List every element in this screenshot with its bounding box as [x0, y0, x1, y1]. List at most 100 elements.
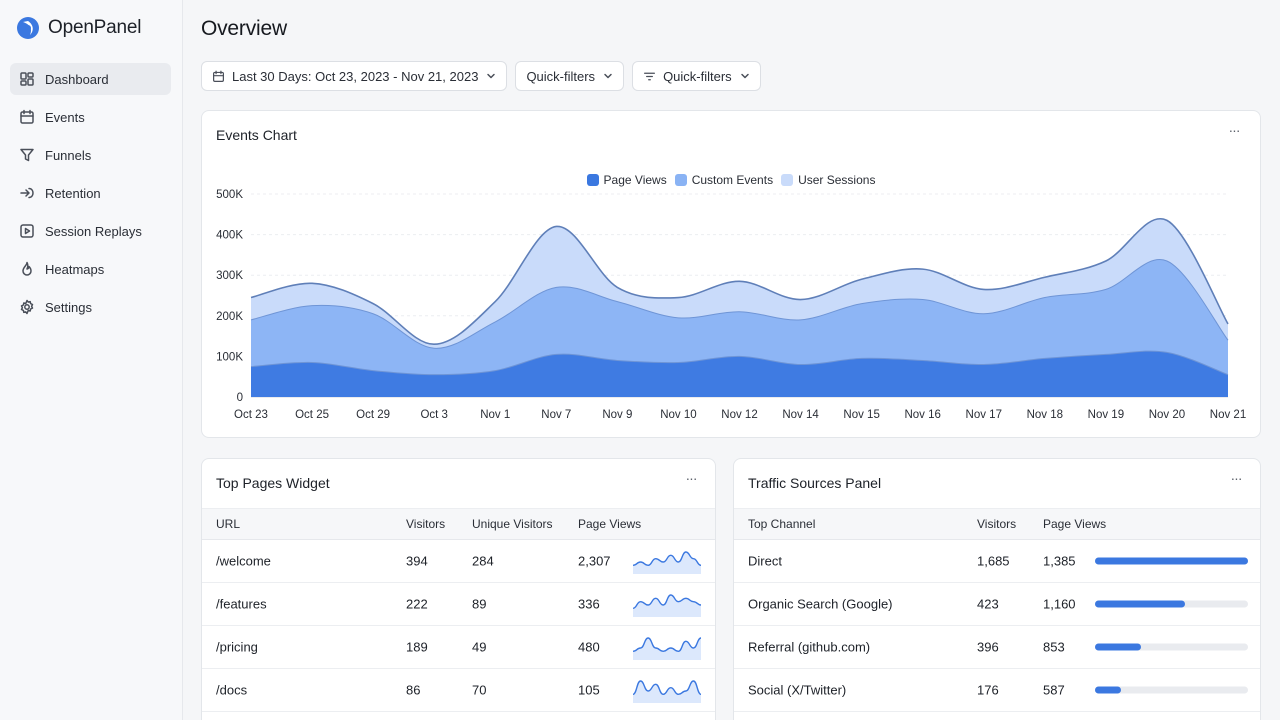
- more-options-icon[interactable]: ···: [685, 470, 698, 486]
- table-row[interactable]: Referral (github.com) 396 853: [734, 626, 1260, 669]
- more-options-icon[interactable]: ···: [1228, 122, 1241, 138]
- sparkline-line: [633, 551, 701, 567]
- page-url[interactable]: /docs: [216, 682, 248, 698]
- table-row[interactable]: Direct 1,685 1,385: [734, 540, 1260, 583]
- quick-filters-label: Quick-filters: [663, 68, 732, 84]
- column-header-url[interactable]: URL: [216, 517, 241, 531]
- sidebar-item-session-replays[interactable]: Session Replays: [10, 215, 171, 247]
- more-options-icon[interactable]: ···: [1230, 470, 1243, 486]
- share-bar: [1095, 643, 1248, 651]
- table-row[interactable]: Organic Search (Google) 423 1,160: [734, 583, 1260, 626]
- x-tick-label: Nov 7: [541, 409, 571, 421]
- table-row[interactable]: /features 222 89 336: [202, 583, 715, 626]
- legend-swatch: [674, 174, 687, 186]
- column-header-unique-visitors[interactable]: Unique Visitors: [472, 517, 553, 531]
- top-pages-title: Top Pages Widget: [216, 475, 330, 491]
- sidebar-item-dashboard[interactable]: Dashboard: [10, 63, 171, 95]
- quick-filters-filter-button[interactable]: Quick-filters: [632, 61, 761, 91]
- table-header: Top Channel Visitors Page Views: [734, 508, 1260, 540]
- sidebar-item-label: Settings: [45, 299, 92, 315]
- trend-sparkline: [633, 551, 701, 574]
- legend-item-user-sessions[interactable]: User Sessions: [781, 173, 875, 187]
- sidebar-item-label: Funnels: [45, 147, 92, 163]
- column-header-page-views[interactable]: Page Views: [578, 517, 642, 531]
- chevron-down-icon: [487, 73, 496, 79]
- app-name: OpenPanel: [48, 17, 142, 38]
- filter-bar: Last 30 Days: Oct 23, 2023 - Nov 21, 202…: [201, 61, 761, 91]
- legend-swatch: [781, 174, 794, 186]
- page-url[interactable]: /welcome: [216, 553, 271, 569]
- chevron-down-icon: [740, 73, 749, 79]
- legend-label: User Sessions: [798, 173, 876, 187]
- brand[interactable]: OpenPanel: [0, 0, 182, 56]
- visitors-value: 396: [977, 639, 999, 655]
- trend-sparkline: [633, 594, 701, 617]
- traffic-sources-title: Traffic Sources Panel: [748, 475, 882, 491]
- table-row[interactable]: /pricing 189 49 480: [202, 626, 715, 669]
- unique-visitors-value: 89: [472, 596, 487, 612]
- x-tick-label: Nov 12: [721, 409, 757, 421]
- column-header-page-views[interactable]: Page Views: [1043, 517, 1107, 531]
- page-url[interactable]: /features: [216, 596, 267, 612]
- share-bar: [1095, 686, 1248, 694]
- legend-item-page-views[interactable]: Page Views: [586, 173, 667, 187]
- channel-name: Direct: [748, 553, 782, 569]
- unique-visitors-value: 49: [472, 639, 487, 655]
- page-views-value: 2,307: [578, 553, 611, 569]
- page-views-value: 336: [578, 596, 600, 612]
- page-views-value: 1,160: [1043, 596, 1076, 612]
- filter-icon: [644, 72, 656, 80]
- y-tick-label: 300K: [216, 270, 243, 282]
- gear-icon: [19, 299, 35, 315]
- share-bar: [1095, 557, 1248, 565]
- series-area-custom-events: [251, 259, 1228, 397]
- channel-name: Social (X/Twitter): [748, 682, 847, 698]
- series-area-page-views: [251, 351, 1228, 397]
- page-views-value: 105: [578, 682, 600, 698]
- channel-name: Referral (github.com): [748, 639, 871, 655]
- table-row[interactable]: /docs 86 70 105: [202, 669, 715, 712]
- y-tick-label: 500K: [216, 189, 243, 201]
- sidebar: OpenPanel Dashboard Events Funnels Reten…: [0, 0, 183, 720]
- table-row[interactable]: Social (X/Twitter) 176 587: [734, 669, 1260, 712]
- sidebar-item-settings[interactable]: Settings: [10, 291, 171, 323]
- share-bar-fill: [1095, 643, 1141, 651]
- traffic-sources-card: Traffic Sources Panel ··· Top Channel Vi…: [733, 458, 1261, 720]
- column-header-visitors[interactable]: Visitors: [406, 517, 446, 531]
- sparkline-line: [633, 594, 701, 610]
- y-tick-label: 200K: [216, 311, 243, 323]
- visitors-value: 189: [406, 639, 428, 655]
- visitors-value: 394: [406, 553, 428, 569]
- legend-item-custom-events[interactable]: Custom Events: [674, 173, 774, 187]
- date-range-picker[interactable]: Last 30 Days: Oct 23, 2023 - Nov 21, 202…: [201, 61, 508, 91]
- sidebar-item-events[interactable]: Events: [10, 101, 171, 133]
- x-tick-label: Nov 16: [904, 409, 940, 421]
- sparkline-line: [633, 637, 701, 653]
- sidebar-item-label: Events: [45, 109, 85, 125]
- quick-filters-button[interactable]: Quick-filters: [515, 61, 625, 91]
- chevron-down-icon: [604, 73, 612, 79]
- share-bar: [1095, 600, 1248, 608]
- share-bar-fill: [1095, 557, 1248, 565]
- retention-icon: [19, 185, 35, 201]
- legend-label: Custom Events: [691, 173, 774, 187]
- column-header-visitors[interactable]: Visitors: [977, 517, 1017, 531]
- y-tick-label: 100K: [216, 351, 243, 363]
- page-views-value: 853: [1043, 639, 1065, 655]
- table-row[interactable]: /welcome 394 284 2,307: [202, 540, 715, 583]
- x-tick-label: Nov 14: [782, 409, 819, 421]
- legend-swatch: [586, 174, 599, 186]
- sidebar-item-label: Heatmaps: [45, 261, 105, 277]
- sidebar-item-retention[interactable]: Retention: [10, 177, 171, 209]
- page-url[interactable]: /pricing: [216, 639, 258, 655]
- unique-visitors-value: 284: [472, 553, 494, 569]
- series-line-custom-events: [250, 259, 1229, 349]
- sidebar-item-funnels[interactable]: Funnels: [10, 139, 171, 171]
- visitors-value: 423: [977, 596, 999, 612]
- openpanel-logo-icon: [17, 17, 39, 39]
- events-area-chart: 0 100K 200K 300K 400K 500K Oct 23 Oct 25 Oct 29 O…: [216, 189, 1246, 421]
- sparkline-line: [633, 680, 701, 696]
- sidebar-item-heatmaps[interactable]: Heatmaps: [10, 253, 171, 285]
- calendar-icon: [213, 70, 224, 82]
- column-header-top-channel[interactable]: Top Channel: [748, 517, 816, 531]
